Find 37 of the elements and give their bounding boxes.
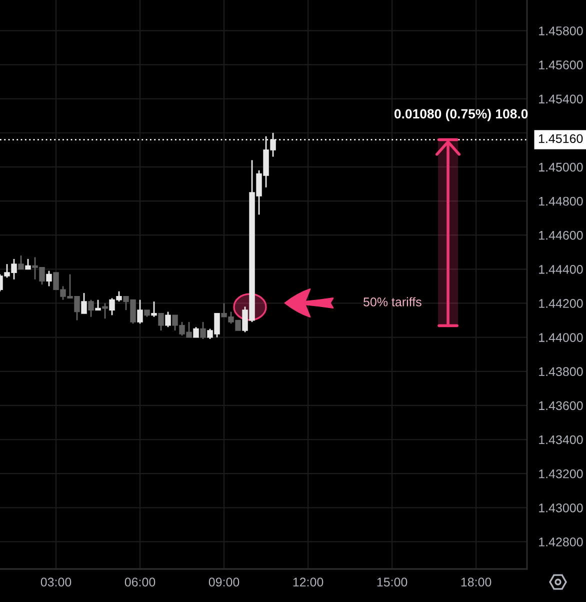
x-tick-label: 06:00 <box>124 578 156 587</box>
y-tick-label: 1.43400 <box>539 435 583 444</box>
y-tick-label: 1.43200 <box>539 469 583 478</box>
annotation: 0.01080 (0.75%) 108.0 <box>394 108 528 122</box>
x-tick-label: 03:00 <box>40 578 72 587</box>
candlestick <box>151 300 157 318</box>
x-tick-label: 18:00 <box>461 578 492 587</box>
y-tick-label: 1.44200 <box>539 299 583 308</box>
y-tick-label: 1.44000 <box>539 333 583 342</box>
y-tick-label: 1.45000 <box>539 162 583 172</box>
x-tick-label: 09:00 <box>208 578 240 587</box>
x-tick-label: 15:00 <box>377 578 408 587</box>
y-tick-label: 1.44400 <box>539 264 583 274</box>
candlestick <box>137 299 143 324</box>
y-tick-label: 1.45600 <box>539 60 583 70</box>
candlestick <box>193 326 199 338</box>
y-tick-label: 1.43000 <box>539 503 583 512</box>
candlestick <box>158 312 164 332</box>
candlestick <box>165 311 171 328</box>
y-tick-label: 1.45800 <box>539 26 583 36</box>
y-tick-label: 1.43800 <box>539 367 583 376</box>
candlestick <box>46 270 52 287</box>
y-tick-label: 1.44800 <box>539 196 583 206</box>
ref-line-label: 1.45160 <box>538 134 583 144</box>
y-tick-label: 1.42800 <box>539 538 583 546</box>
x-tick-label: 12:00 <box>293 578 324 587</box>
annotation: 50% tariffs <box>364 297 422 306</box>
candlestick <box>25 258 31 270</box>
candlestick <box>95 299 101 311</box>
candlestick <box>18 254 24 270</box>
candlestick <box>81 292 87 314</box>
candlestick <box>200 321 206 340</box>
y-tick-label: 1.45400 <box>539 94 583 104</box>
y-tick-label: 1.44600 <box>539 230 583 240</box>
y-tick-label: 1.43600 <box>539 401 583 410</box>
candlestick <box>88 299 94 318</box>
candlestick <box>102 302 108 320</box>
